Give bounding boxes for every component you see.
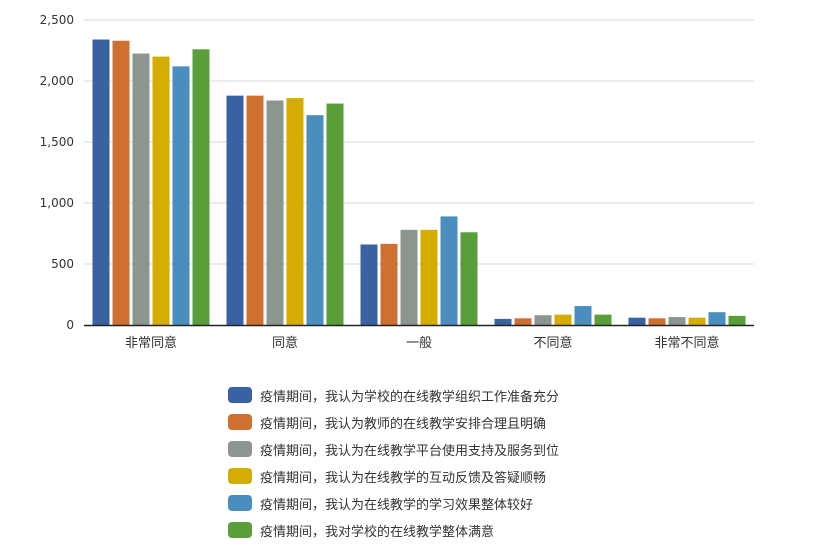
bar[interactable] [286,98,304,325]
bar[interactable] [380,243,398,325]
legend-label: 疫情期间，我认为在线教学平台使用支持及服务到位 [260,443,560,459]
legend-item[interactable]: 疫情期间，我对学校的在线教学整体满意 [228,521,559,540]
bar[interactable] [688,317,706,325]
bar[interactable] [360,244,378,325]
y-tick-label: 1,500 [40,135,74,149]
bar[interactable] [574,306,592,325]
legend-swatch [228,522,252,538]
legend-swatch [228,441,252,457]
legend-swatch [228,495,252,511]
bars [92,39,746,326]
bar[interactable] [326,103,344,325]
bar[interactable] [192,49,210,325]
legend-item[interactable]: 疫情期间，我认为在线教学平台使用支持及服务到位 [228,440,560,459]
bar[interactable] [668,317,686,325]
legend-label: 疫情期间，我认为学校的在线教学组织工作准备充分 [260,389,560,405]
x-tick-label: 一般 [406,335,432,351]
x-tick-label: 非常不同意 [654,335,719,351]
bar-chart: 0 500 1,000 1,500 2,000 2,500 非常同意 同意 一般 不同意 非常不同… [40,13,754,351]
bar[interactable] [132,53,150,326]
bar[interactable] [534,315,552,325]
bar[interactable] [112,40,130,326]
bar[interactable] [460,232,478,325]
bar[interactable] [172,66,190,326]
legend: 疫情期间，我认为学校的在线教学组织工作准备充分 疫情期间，我认为教师的在线教学安… [228,386,559,548]
bar[interactable] [306,115,324,325]
y-axis-ticks: 0 500 1,000 1,500 2,000 2,500 [40,13,74,332]
bar[interactable] [266,100,284,326]
x-tick-label: 非常同意 [125,335,177,351]
y-tick-label: 2,000 [40,74,74,88]
bar[interactable] [92,39,110,326]
legend-swatch [228,387,252,403]
legend-label: 疫情期间，我认为在线教学的学习效果整体较好 [260,497,534,513]
legend-label: 疫情期间，我对学校的在线教学整体满意 [260,524,495,540]
legend-label: 疫情期间，我认为在线教学的互动反馈及答疑顺畅 [260,470,547,486]
bar[interactable] [226,95,244,325]
legend-item[interactable]: 疫情期间，我认为教师的在线教学安排合理且明确 [228,413,559,432]
bar[interactable] [440,216,458,325]
bar[interactable] [400,229,418,325]
y-tick-label: 1,000 [40,196,74,210]
bar[interactable] [554,314,572,325]
legend-swatch [228,414,252,430]
legend-item[interactable]: 疫情期间，我认为学校的在线教学组织工作准备充分 [228,386,560,405]
bar[interactable] [728,315,746,325]
x-axis-ticks: 非常同意 同意 一般 不同意 非常不同意 [125,335,720,351]
y-tick-label: 0 [66,318,74,332]
bar[interactable] [494,318,512,325]
bar[interactable] [246,95,264,325]
bar[interactable] [152,56,170,325]
bar[interactable] [648,318,666,325]
x-tick-label: 同意 [272,335,298,351]
legend-item[interactable]: 疫情期间，我认为在线教学的学习效果整体较好 [228,494,559,513]
bar[interactable] [628,317,646,325]
bar[interactable] [514,318,532,325]
legend-swatch [228,468,252,484]
bar[interactable] [708,312,726,325]
y-tick-label: 2,500 [40,13,74,27]
x-tick-label: 不同意 [533,335,572,351]
bar[interactable] [594,314,612,325]
legend-label: 疫情期间，我认为教师的在线教学安排合理且明确 [260,416,547,432]
bar[interactable] [420,229,438,325]
y-tick-label: 500 [51,257,74,271]
legend-item[interactable]: 疫情期间，我认为在线教学的互动反馈及答疑顺畅 [228,467,559,486]
